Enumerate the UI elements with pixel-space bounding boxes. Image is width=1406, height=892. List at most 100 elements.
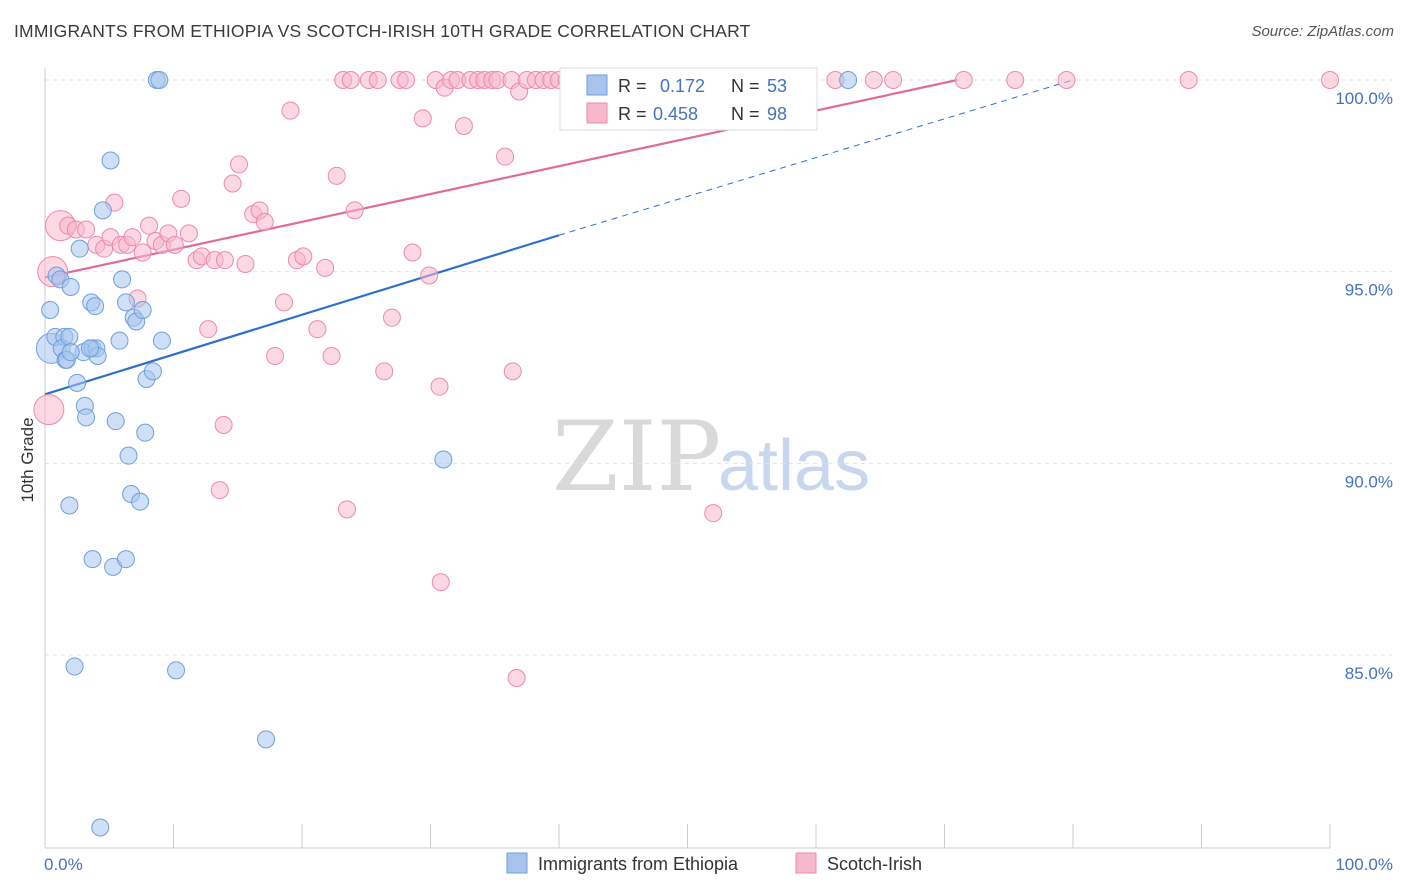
legend-n-label: N = [731,76,760,96]
scotch-irish-point [308,320,327,339]
series-legend-swatch-ethiopia [506,852,528,874]
ethiopia-point [116,293,135,312]
scotch-irish-point [430,377,449,396]
scotch-irish-point [375,362,394,381]
scotch-irish-point [1006,71,1025,89]
scotch-irish-point [420,266,439,285]
y-tick-label: 85.0% [1345,664,1393,683]
scotch-irish-point [1321,71,1339,89]
ethiopia-point [80,339,99,358]
x-tick-label: 100.0% [1335,855,1393,874]
ethiopia-point [143,362,162,381]
ethiopia-point [93,201,112,220]
scotch-irish-point [275,293,294,312]
scotch-irish-point [179,224,198,243]
scotch-irish-point [281,101,300,120]
scotch-irish-point [704,504,723,523]
ethiopia-point [61,278,80,296]
ethiopia-point [150,71,169,89]
scotch-irish-point [454,117,473,135]
scotch-irish-point [172,189,191,208]
ethiopia-point [110,331,129,350]
y-tick-label: 90.0% [1345,472,1393,491]
ethiopia-point [65,657,84,676]
series-legend-label-ethiopia: Immigrants from Ethiopia [538,854,739,874]
ethiopia-point [257,730,276,749]
ethiopia-point [434,450,453,469]
ethiopia-point [131,492,150,511]
scotch-irish-point [431,573,450,592]
scotch-irish-point [77,220,96,239]
legend-n-value: 53 [767,76,787,96]
scotch-irish-point [368,71,387,89]
scotch-irish-point [327,166,346,185]
series-legend-label-scotch-irish: Scotch-Irish [827,854,922,874]
scotch-irish-point [397,71,416,89]
chart-title: IMMIGRANTS FROM ETHIOPIA VS SCOTCH-IRISH… [14,21,751,41]
scotch-irish-point [345,201,364,220]
ethiopia-point [113,270,132,289]
x-tick-label: 0.0% [44,855,83,874]
scotch-irish-point [210,481,229,500]
scotch-irish-point [266,347,285,365]
data-points [33,71,1339,837]
ethiopia-point [101,151,120,170]
ethiopia-point [60,327,79,346]
stats-legend: R = 0.172 N = 53 R = 0.458 N = 98 [559,67,818,131]
ethiopia-point [86,297,105,316]
ethiopia-point [152,331,171,350]
scotch-irish-point [1057,71,1076,89]
scotch-irish-point [33,394,65,426]
ethiopia-point [839,71,858,89]
y-tick-label: 100.0% [1335,89,1393,108]
ethiopia-point [77,408,96,427]
ethiopia-point [91,818,110,837]
scotch-irish-point [133,243,152,262]
ethiopia-point [60,496,79,515]
watermark-zip: ZIP [552,401,721,513]
legend-swatch-ethiopia [586,74,608,96]
scotch-irish-point [214,416,233,434]
ethiopia-point [116,550,135,569]
scotch-irish-point [864,71,883,89]
y-axis-label: 10th Grade [18,417,37,502]
ethiopia-point [68,373,87,392]
legend-r-label: R = [618,76,647,96]
scotch-irish-point [507,669,526,687]
trend-lines [44,78,1074,396]
scotch-irish-point [496,147,515,166]
scotch-irish-point [413,109,432,128]
ethiopia-point [83,550,102,569]
legend-n-value: 98 [767,104,787,124]
scotch-irish-point [236,255,255,273]
scotch-irish-point [215,251,234,270]
ethiopia-point [106,412,125,431]
legend-r-value: 0.458 [653,104,698,124]
scotch-irish-point [503,362,522,381]
scotch-irish-point [954,71,973,89]
legend-r-value: 0.172 [660,76,705,96]
ethiopia-point [70,239,89,258]
scotch-irish-point [341,71,360,89]
scotch-irish-point [337,500,356,519]
ethiopia-point [136,423,155,442]
scotch-irish-point [230,155,249,174]
ethiopia-point [133,301,152,319]
ethiopia-point [41,301,60,319]
scotch-irish-point [382,308,401,327]
scotch-irish-point [1179,71,1198,89]
source-label: Source: ZipAtlas.com [1251,23,1394,40]
scotch-irish-point [165,235,184,254]
legend-n-label: N = [731,104,760,124]
legend-r-label: R = [618,104,647,124]
trend-line-extension [558,79,1074,236]
series-legend: Immigrants from Ethiopia Scotch-Irish [506,852,922,874]
ethiopia-point [61,343,80,362]
legend-swatch-scotch-irish [586,102,608,124]
ethiopia-point [119,446,138,465]
trend-line-ethiopia [44,234,560,396]
scotch-irish-point [316,258,335,277]
axes: 100.0% 95.0% 90.0% 85.0% 0.0% 100.0% [44,68,1393,874]
scotch-irish-point [223,174,242,193]
